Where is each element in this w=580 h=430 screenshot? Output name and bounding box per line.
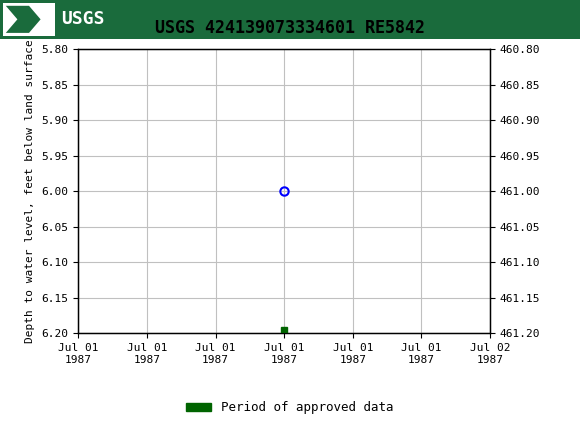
FancyBboxPatch shape [3,3,55,36]
Legend: Period of approved data: Period of approved data [181,396,399,419]
Text: USGS: USGS [61,10,104,28]
Polygon shape [6,6,41,33]
Text: USGS 424139073334601 RE5842: USGS 424139073334601 RE5842 [155,19,425,37]
Y-axis label: Depth to water level, feet below land surface: Depth to water level, feet below land su… [24,40,35,343]
